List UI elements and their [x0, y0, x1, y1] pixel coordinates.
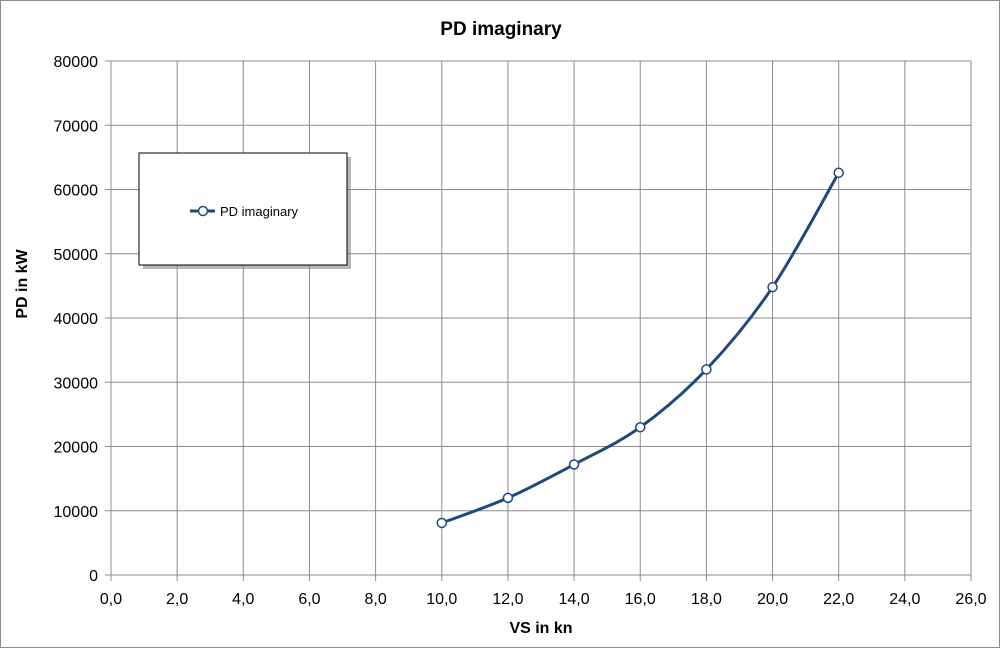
- chart-title: PD imaginary: [440, 19, 562, 40]
- data-point: [568, 459, 580, 470]
- x-tick-label: 8,0: [364, 591, 386, 608]
- legend-box: [138, 152, 348, 266]
- x-tick-label: 0,0: [100, 591, 122, 608]
- y-tick-label: 60000: [54, 183, 99, 200]
- x-tick-label: 12,0: [492, 591, 523, 608]
- y-axis-title: PD in kW: [14, 248, 31, 318]
- y-tick-label: 50000: [54, 247, 99, 264]
- data-point: [634, 421, 646, 433]
- x-tick-label: 10,0: [426, 591, 457, 608]
- series-layer: [436, 167, 844, 529]
- x-tick-label: 26,0: [955, 591, 986, 608]
- y-tick-label: 10000: [54, 504, 99, 521]
- legend-label: PD imaginary: [220, 204, 299, 219]
- x-tick-label: 2,0: [166, 591, 188, 608]
- y-tick-label: 70000: [54, 118, 99, 135]
- data-point: [436, 517, 448, 529]
- y-tick-label: 0: [89, 568, 98, 585]
- y-tick-label: 30000: [54, 375, 99, 392]
- legend: PD imaginary: [138, 152, 351, 269]
- x-tick-label: 22,0: [823, 591, 854, 608]
- x-tick-label: 16,0: [625, 591, 656, 608]
- grid-layer: [111, 60, 972, 575]
- data-point: [701, 364, 712, 375]
- y-tick-label: 80000: [54, 54, 99, 71]
- ticks-layer: 0,0 2,0 4,0 6,0 8,0 10,0 12,0 14,0 16,0 18,0 20,0 2…: [54, 54, 987, 608]
- data-point: [502, 492, 514, 504]
- x-tick-label: 24,0: [889, 591, 920, 608]
- x-tick-label: 14,0: [559, 591, 590, 608]
- y-tick-label: 40000: [54, 311, 99, 328]
- x-tick-label: 6,0: [298, 591, 320, 608]
- axes-layer: [105, 60, 972, 581]
- x-axis-title: VS in kn: [509, 620, 572, 637]
- y-tick-label: 20000: [54, 440, 99, 457]
- x-tick-label: 18,0: [691, 591, 722, 608]
- data-point: [767, 281, 778, 293]
- x-tick-label: 4,0: [232, 591, 254, 608]
- x-tick-label: 20,0: [757, 591, 788, 608]
- data-point: [833, 167, 844, 179]
- legend-swatch-marker: [197, 205, 209, 217]
